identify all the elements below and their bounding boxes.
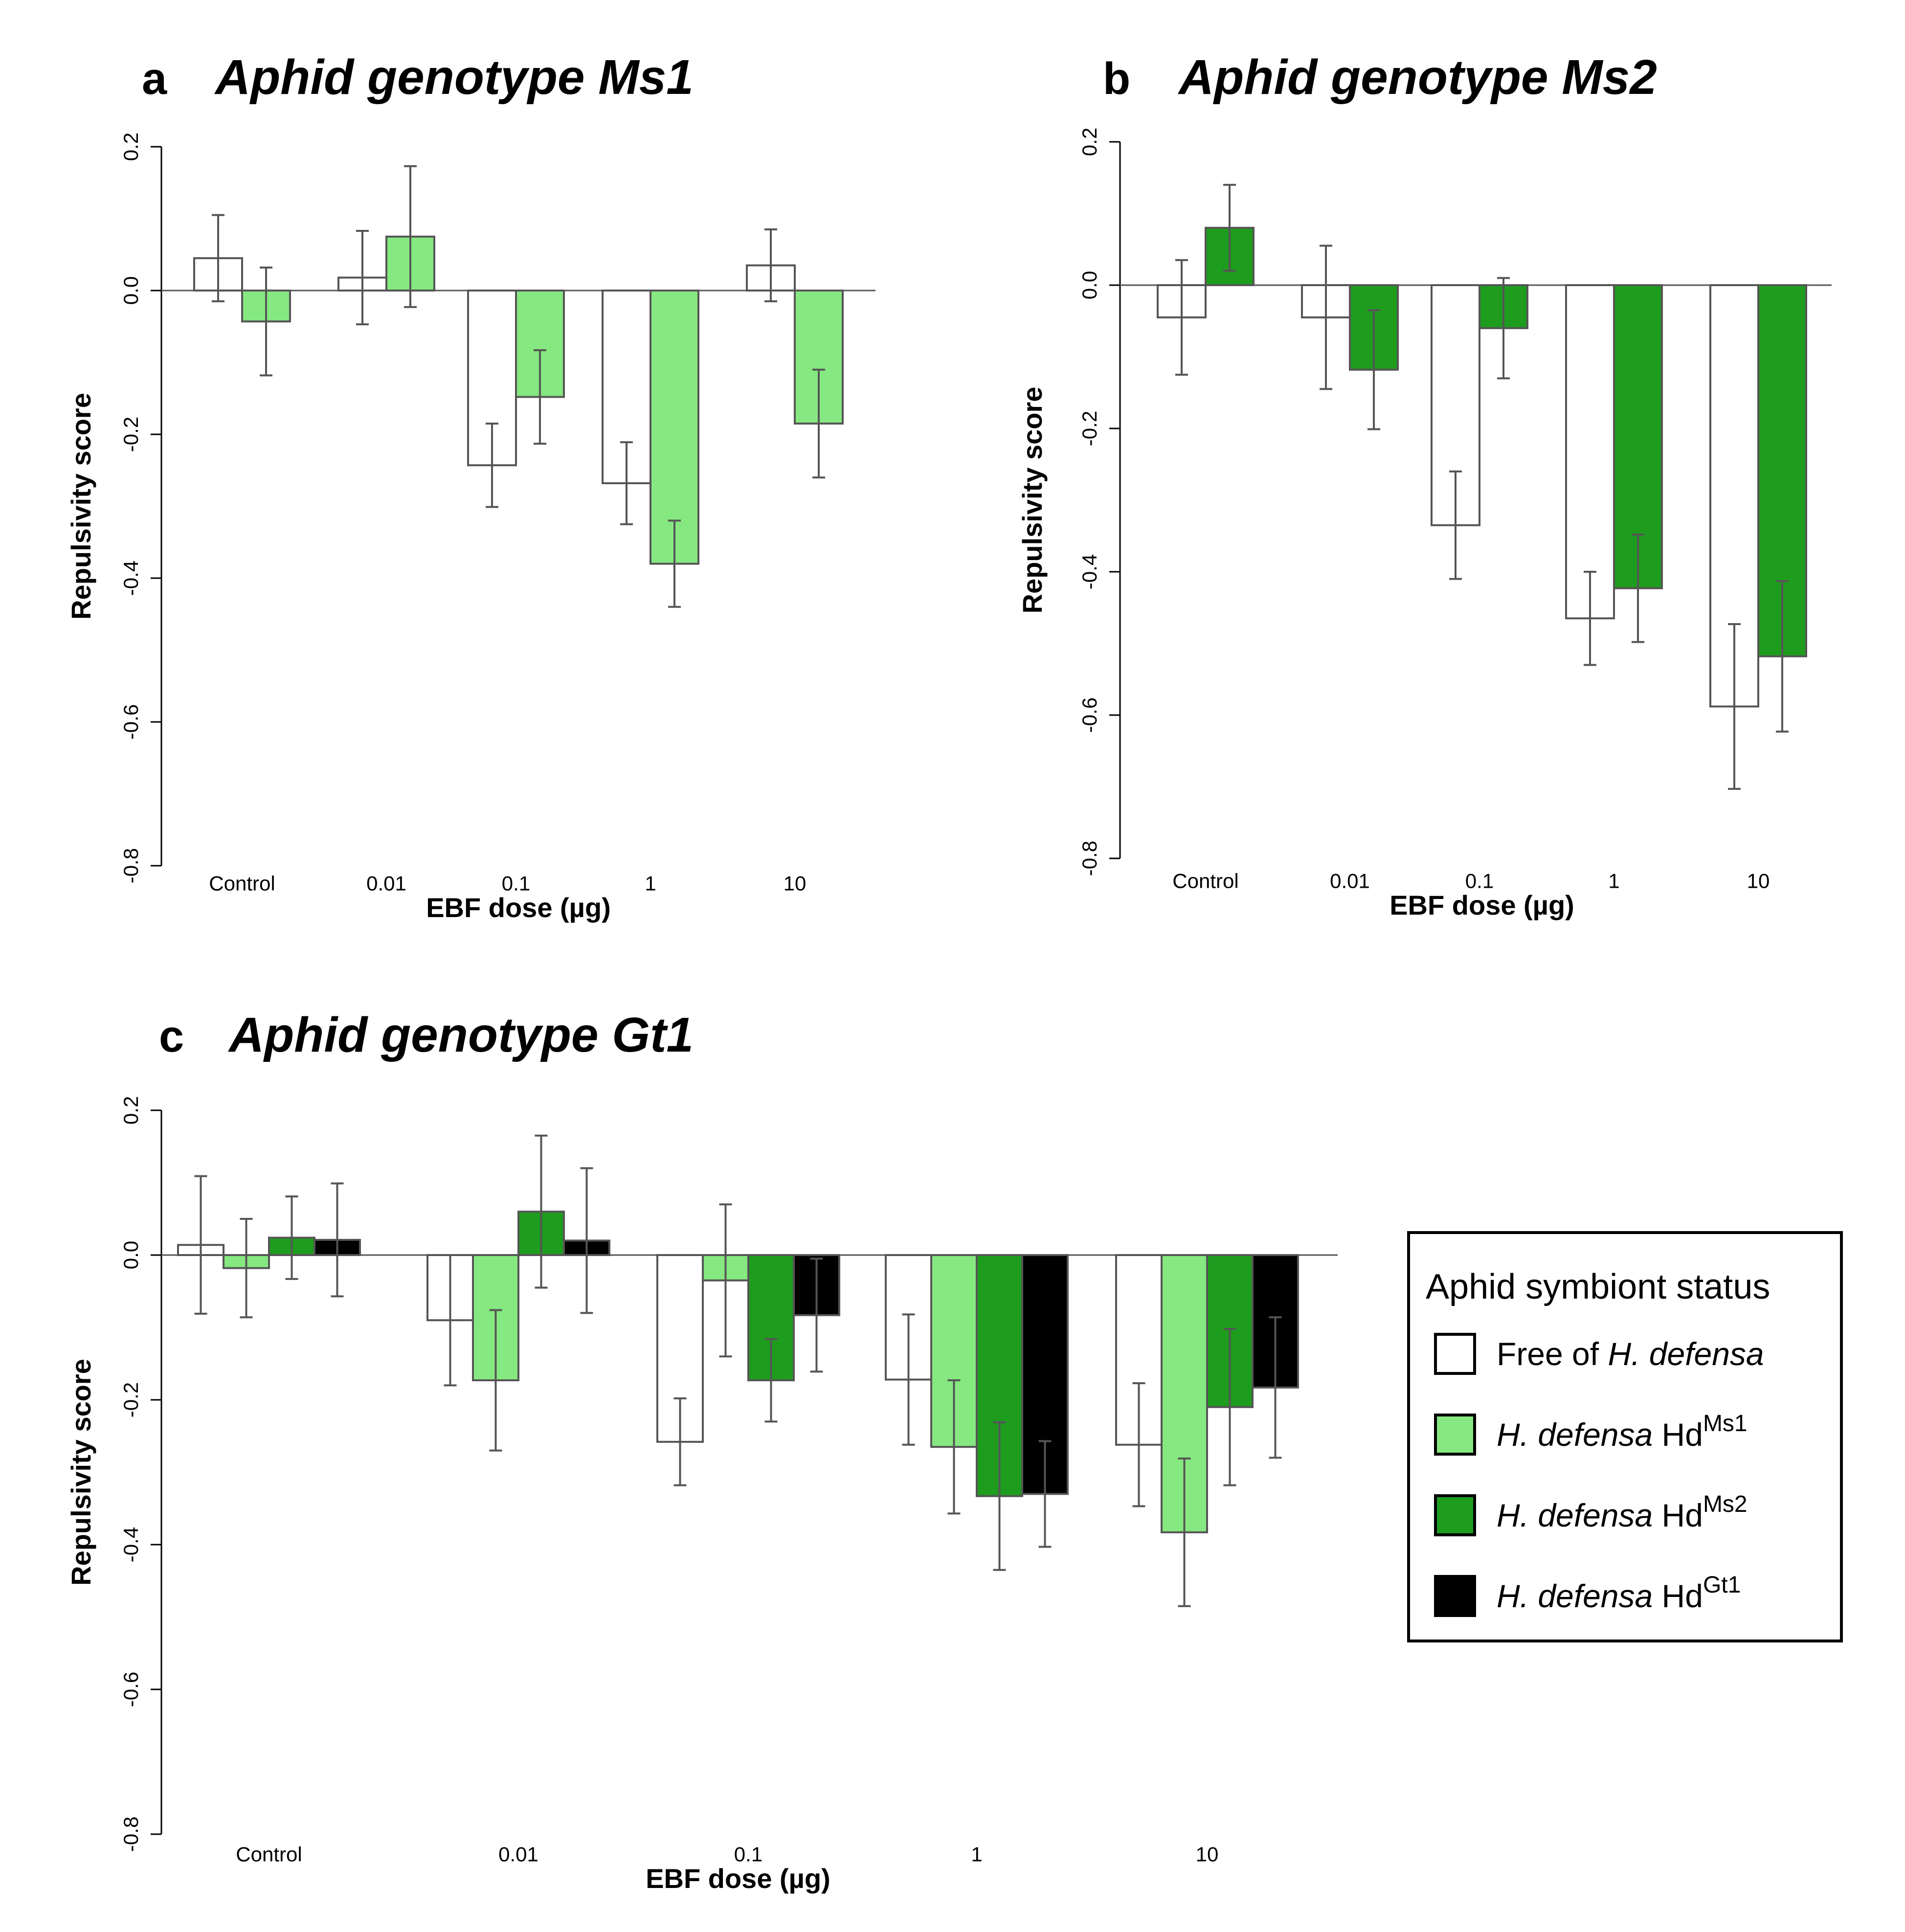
panel-c-xtick-label: 10 — [1196, 1842, 1219, 1865]
panel-c: c Aphid genotype Gt1 -0.8 -0.6 -0.4 -0.2 0.0… — [66, 1008, 1338, 1894]
panel-a-ytick-label: 0.2 — [119, 133, 142, 161]
legend: Aphid symbiont status Free of H. defensa… — [1407, 1231, 1843, 1642]
panel-b-bar-free-3 — [1565, 284, 1615, 620]
panel-c-x-axis-title: EBF dose (µg) — [646, 1863, 830, 1894]
legend-label-hd_gt1: H. defensa HdGt1 — [1497, 1572, 1741, 1614]
panel-a-bar-hd_ms1-4 — [794, 290, 844, 425]
panel-b-ytick-label: 0.0 — [1078, 271, 1101, 299]
panel-b: b Aphid genotype Ms2 -0.8 -0.6 -0.4 -0.2 0.0… — [1017, 50, 1832, 921]
panel-b-title: Aphid genotype Ms2 — [1177, 50, 1657, 105]
panel-a-bar-hd_ms1-3 — [650, 290, 699, 565]
legend-label-hd_ms1: H. defensa HdMs1 — [1497, 1411, 1748, 1453]
panel-c-ytick-label: -0.2 — [119, 1382, 142, 1417]
legend-label-free: Free of H. defensa — [1497, 1336, 1764, 1372]
panel-c-xtick-label: 0.01 — [498, 1842, 538, 1865]
panel-c-bar-hd_ms2-2 — [747, 1254, 795, 1382]
panel-b-ytick-label: -0.6 — [1078, 697, 1101, 733]
panel-a-xtick-label: Control — [209, 872, 275, 895]
legend-items: Free of H. defensa H. defensa HdMs1 H. def… — [1434, 1333, 1764, 1617]
panel-a-y-axis-title: Repulsivity score — [66, 393, 96, 620]
panel-a-letter: a — [142, 54, 167, 104]
panel-a-xtick-label: 0.01 — [366, 872, 406, 895]
panel-c-y-axis-title: Repulsivity score — [66, 1359, 96, 1586]
legend-title: Aphid symbiont status — [1426, 1267, 1770, 1306]
panel-a-x-axis-title: EBF dose (µg) — [426, 892, 611, 923]
panel-c-xtick-label: Control — [236, 1842, 302, 1865]
legend-swatch-free — [1434, 1333, 1476, 1375]
panel-c-ytick-label: 0.0 — [119, 1241, 142, 1269]
panel-c-ytick-label: -0.6 — [119, 1672, 142, 1707]
panel-c-ytick-label: -0.8 — [119, 1817, 142, 1852]
legend-box — [1407, 1231, 1843, 1642]
legend-swatch-hd_ms1 — [1434, 1414, 1476, 1456]
panel-b-y-axis-title: Repulsivity score — [1017, 387, 1048, 614]
panel-c-title: Aphid genotype Gt1 — [227, 1008, 694, 1062]
panel-c-plot: -0.8 -0.6 -0.4 -0.2 0.0 0.2 Control 0.01 0.1 1 10 E… — [66, 1096, 1338, 1894]
panel-b-letter: b — [1103, 54, 1130, 104]
panel-a: a Aphid genotype Ms1 -0.8 -0.6 -0.4 -0.2 0.0… — [66, 50, 875, 923]
legend-label-hd_ms2: H. defensa HdMs2 — [1497, 1491, 1748, 1533]
panel-a-title: Aphid genotype Ms1 — [214, 50, 694, 105]
panel-c-letter: c — [159, 1011, 184, 1061]
panel-b-xtick-label: 0.01 — [1330, 869, 1370, 892]
panel-a-ytick-label: -0.4 — [119, 561, 142, 596]
panel-a-plot: -0.8 -0.6 -0.4 -0.2 0.0 0.2 Control 0.01 0.1 1 10 E… — [66, 133, 875, 923]
panel-b-ytick-label: -0.8 — [1078, 841, 1101, 876]
panel-b-x-axis-title: EBF dose (µg) — [1390, 890, 1574, 921]
panel-a-ytick-label: -0.6 — [119, 704, 142, 740]
legend-swatch-hd_gt1 — [1434, 1575, 1476, 1617]
panel-b-ytick-label: -0.4 — [1078, 554, 1101, 589]
panel-b-ytick-label: 0.2 — [1078, 128, 1101, 156]
panel-b-xtick-label: 0.1 — [1465, 869, 1494, 892]
panel-a-ytick-label: 0.0 — [119, 276, 142, 305]
legend-swatch-hd_ms2 — [1434, 1494, 1476, 1536]
panel-c-xtick-label: 0.1 — [734, 1842, 762, 1865]
panel-c-ytick-label: -0.4 — [119, 1527, 142, 1562]
panel-b-plot: -0.8 -0.6 -0.4 -0.2 0.0 0.2 Control 0.01 0.1 1 10 E… — [1017, 128, 1832, 921]
panel-c-xtick-label: 1 — [971, 1842, 982, 1865]
panel-c-ytick-label: 0.2 — [119, 1096, 142, 1124]
panel-a-ytick-label: -0.2 — [119, 417, 142, 452]
panel-b-xtick-label: 1 — [1608, 869, 1619, 892]
panel-a-xtick-label: 1 — [645, 872, 656, 895]
panel-b-ytick-label: -0.2 — [1078, 411, 1101, 446]
panel-a-xtick-label: 0.1 — [502, 872, 530, 895]
panel-a-xtick-label: 10 — [784, 872, 807, 895]
panel-b-xtick-label: 10 — [1747, 869, 1770, 892]
panel-a-ytick-label: -0.8 — [119, 848, 142, 883]
panel-b-xtick-label: Control — [1172, 869, 1238, 892]
